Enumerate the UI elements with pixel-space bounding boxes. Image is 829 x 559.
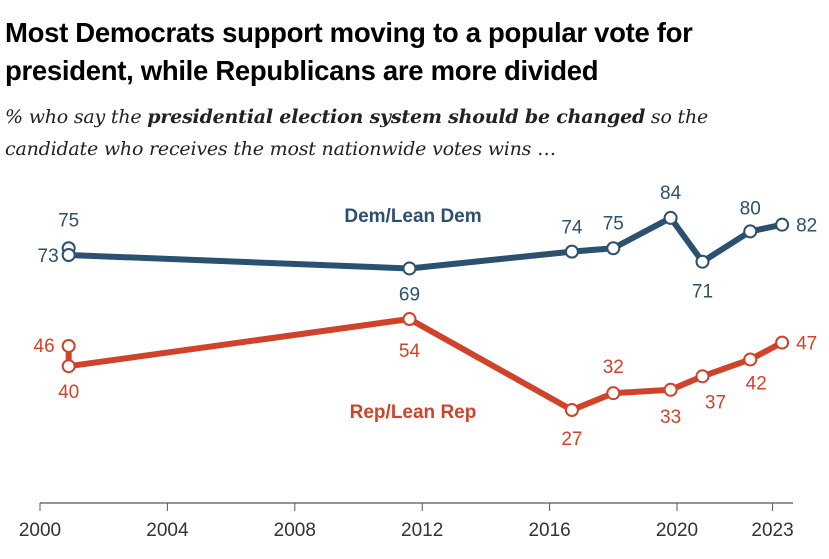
data-label: 69	[399, 284, 420, 305]
data-point	[564, 403, 579, 418]
data-point	[61, 359, 76, 374]
series-line-rep	[65, 316, 784, 414]
data-label: 82	[796, 216, 817, 237]
data-label: 74	[561, 218, 583, 239]
data-label: 46	[34, 336, 55, 357]
data-point	[743, 352, 758, 367]
x-tick-label: 2016	[528, 520, 570, 541]
series-label: Dem/Lean Dem	[344, 206, 481, 227]
x-tick-label: 2008	[274, 520, 316, 541]
x-tick-label: 2020	[656, 520, 698, 541]
data-point	[663, 382, 678, 397]
data-label: 80	[740, 198, 761, 219]
data-point	[61, 338, 76, 353]
data-label: 73	[38, 246, 59, 267]
data-label: 84	[660, 183, 682, 204]
data-point	[61, 247, 76, 262]
data-point	[695, 369, 710, 384]
data-label: 75	[58, 210, 79, 231]
data-point	[402, 261, 417, 276]
x-tick-label: 2004	[146, 520, 189, 541]
data-label: 75	[603, 213, 624, 234]
subtitle-bold: presidential election system should be c…	[147, 106, 646, 128]
subtitle-pre: % who say the	[5, 106, 148, 128]
data-label: 37	[705, 392, 726, 413]
x-tick-label: 2012	[401, 520, 443, 541]
chart-title: Most Democrats support moving to a popul…	[5, 14, 693, 90]
data-label: 54	[399, 341, 421, 362]
data-label: 33	[660, 407, 681, 428]
x-tick-label: 2000	[19, 520, 61, 541]
subtitle-line-2: candidate who receives the most nationwi…	[5, 138, 556, 160]
subtitle-post: so the	[645, 106, 709, 128]
data-point	[606, 386, 621, 401]
title-line-1: Most Democrats support moving to a popul…	[5, 17, 693, 48]
data-point	[695, 254, 710, 269]
data-label: 32	[603, 357, 624, 378]
data-label: 42	[746, 373, 767, 394]
data-point	[775, 217, 790, 232]
data-point	[606, 241, 621, 256]
data-point	[775, 335, 790, 350]
x-tick-label: 2023	[751, 520, 793, 541]
data-point	[564, 244, 579, 259]
data-label: 47	[796, 334, 817, 355]
series-label: Rep/Lean Rep	[350, 402, 477, 423]
data-point	[663, 210, 678, 225]
data-point	[743, 224, 758, 239]
data-label: 27	[561, 429, 582, 450]
chart-subtitle: % who say the presidential election syst…	[5, 101, 708, 165]
data-label: 40	[58, 382, 79, 403]
data-label: 71	[692, 282, 713, 303]
data-point	[402, 312, 417, 327]
title-line-2: president, while Republicans are more di…	[5, 55, 599, 86]
